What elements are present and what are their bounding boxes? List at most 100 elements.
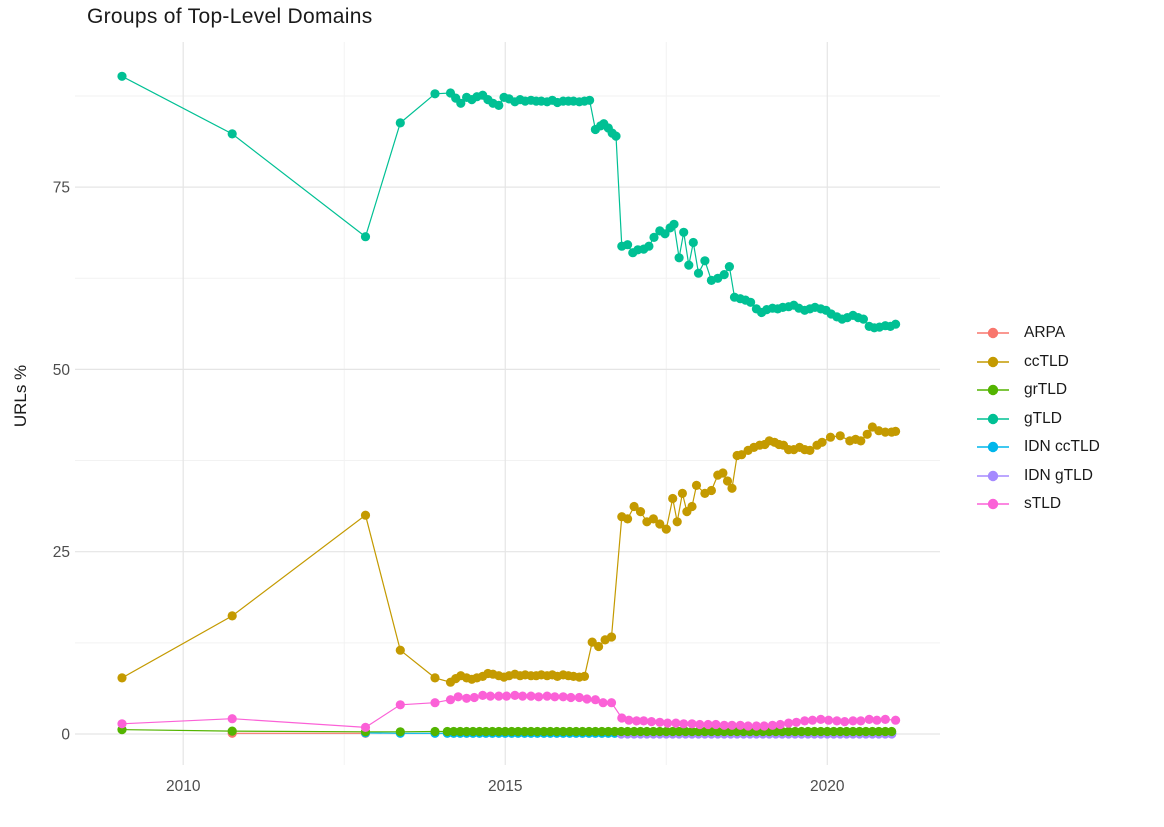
data-point-stld <box>840 717 850 727</box>
data-point-stld <box>598 698 608 708</box>
data-point-grtld <box>539 726 549 737</box>
data-point-grtld <box>584 726 594 737</box>
legend-key-dot <box>987 328 999 339</box>
series-grtld <box>117 725 897 737</box>
data-point-cctld <box>430 673 440 683</box>
legend-label: sTLD <box>1024 495 1062 513</box>
data-point-stld <box>663 718 673 728</box>
data-point-stld <box>430 698 440 708</box>
data-point-grtld <box>552 726 562 737</box>
data-point-grtld <box>790 726 800 737</box>
data-point-grtld <box>500 726 510 737</box>
data-point-grtld <box>474 726 485 737</box>
data-point-grtld <box>610 726 620 737</box>
data-point-stld <box>655 717 665 727</box>
data-point-stld <box>574 692 584 703</box>
legend-item-stld: sTLD <box>976 490 1100 519</box>
data-point-cctld <box>672 517 682 527</box>
data-point-cctld <box>718 468 728 478</box>
data-point-grtld <box>784 726 794 737</box>
data-point-stld <box>624 715 634 725</box>
data-point-cctld <box>635 507 646 517</box>
data-point-gtld <box>227 129 237 139</box>
data-point-cctld <box>737 450 747 460</box>
data-point-stld <box>848 716 858 726</box>
data-point-grtld <box>481 726 491 737</box>
data-point-cctld <box>691 480 702 490</box>
data-point-grtld <box>462 726 472 737</box>
data-point-grtld <box>854 726 865 737</box>
data-point-gtld <box>611 131 621 141</box>
data-point-gtld <box>395 118 405 128</box>
legend-key-icon <box>977 413 1009 424</box>
legend-label: IDN gTLD <box>1024 466 1093 484</box>
data-point-gtld <box>679 227 689 237</box>
data-point-grtld <box>227 726 237 736</box>
data-point-stld <box>832 716 842 726</box>
data-point-stld <box>566 692 576 703</box>
data-point-grtld <box>848 726 858 737</box>
data-point-cctld <box>706 485 717 496</box>
data-point-grtld <box>674 726 684 737</box>
data-point-grtld <box>822 726 832 737</box>
data-point-stld <box>687 719 697 729</box>
data-point-grtld <box>532 726 543 737</box>
data-point-stld <box>445 695 456 705</box>
chart-title: Groups of Top-Level Domains <box>87 5 373 28</box>
data-point-stld <box>735 720 745 730</box>
data-point-cctld <box>805 445 815 455</box>
legend-key-icon <box>977 442 1009 453</box>
data-point-grtld <box>507 726 517 737</box>
data-point-stld <box>784 718 794 728</box>
x-tick-label: 2015 <box>488 778 522 795</box>
data-point-stld <box>360 722 371 733</box>
data-point-stld <box>478 690 488 701</box>
data-point-stld <box>606 698 617 708</box>
legend-key-dot <box>987 442 999 453</box>
legend-key-icon <box>977 356 1009 367</box>
legend-item-idn-gtld: IDN gTLD <box>976 462 1100 491</box>
axis-tick-labels: 2010 2015 2020 0 25 50 75 <box>53 180 845 795</box>
data-point-gtld <box>746 297 756 307</box>
data-point-grtld <box>681 726 691 737</box>
data-point-grtld <box>842 726 852 737</box>
data-point-grtld <box>545 726 555 737</box>
data-point-gtld <box>669 219 679 229</box>
data-point-grtld <box>829 726 839 737</box>
data-point-gtld <box>117 71 127 81</box>
legend-label: ARPA <box>1024 324 1066 342</box>
x-tick-label: 2020 <box>810 778 845 795</box>
data-point-grtld <box>590 726 601 737</box>
legend-key-dot <box>987 356 999 367</box>
data-point-cctld <box>623 514 633 524</box>
data-point-grtld <box>867 726 878 737</box>
data-point-gtld <box>649 232 659 242</box>
data-point-stld <box>711 719 721 730</box>
data-point-stld <box>501 691 512 701</box>
data-point-grtld <box>700 726 710 737</box>
legend-item-idn-cctld: IDN ccTLD <box>976 433 1100 462</box>
data-point-stld <box>462 693 472 703</box>
data-point-stld <box>816 714 826 725</box>
data-point-grtld <box>713 726 723 737</box>
legend-key-dot <box>987 385 999 396</box>
data-point-stld <box>891 715 901 725</box>
data-point-stld <box>872 715 882 725</box>
legend-key-icon <box>977 499 1009 510</box>
data-point-cctld <box>587 637 597 647</box>
y-tick-label: 75 <box>53 180 70 197</box>
legend: ARPA ccTLD grTLD gTLD IDN ccTLD IDN gTLD sTLD <box>976 319 1100 519</box>
legend-item-gtld: gTLD <box>976 405 1100 434</box>
y-tick-label: 25 <box>53 544 70 561</box>
data-point-cctld <box>629 501 639 512</box>
data-point-stld <box>117 719 127 729</box>
series-line-gtld <box>121 75 896 329</box>
data-point-stld <box>227 714 237 724</box>
data-point-grtld <box>887 726 897 737</box>
data-point-cctld <box>825 432 836 442</box>
data-point-grtld <box>558 726 568 737</box>
data-point-stld <box>469 692 479 703</box>
data-point-stld <box>558 692 568 702</box>
gridlines <box>75 42 940 765</box>
